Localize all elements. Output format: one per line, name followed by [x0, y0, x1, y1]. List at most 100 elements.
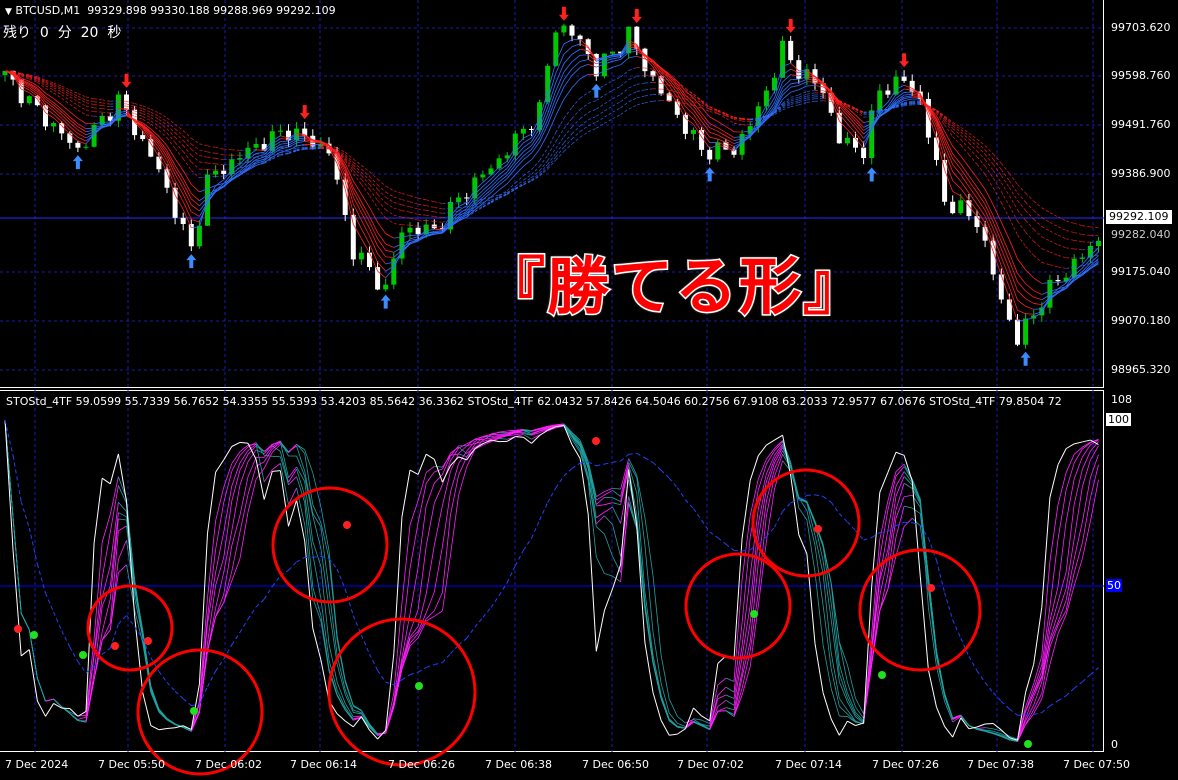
moving-average-segment [158, 112, 168, 119]
moving-average-segment [612, 101, 621, 107]
moving-average-segment [272, 135, 281, 142]
moving-average-segment [790, 62, 800, 72]
stochastic-main-segment [814, 643, 824, 693]
stochastic-ribbon-segment [668, 718, 678, 727]
moving-average-segment [806, 73, 816, 78]
moving-average-segment [296, 146, 305, 149]
moving-average-segment [652, 68, 662, 73]
stochastic-main-segment [620, 469, 630, 565]
stochastic-ribbon-segment [223, 463, 233, 488]
stochastic-ribbon-segment [417, 472, 427, 501]
moving-average-segment [774, 99, 783, 113]
moving-average-segment [490, 170, 500, 180]
bear-candle [885, 90, 891, 95]
moving-average-segment [879, 106, 889, 115]
stochastic-ribbon-segment [1090, 479, 1099, 522]
moving-average-segment [976, 186, 986, 200]
moving-average-segment [976, 146, 986, 155]
moving-average-segment [142, 113, 151, 119]
moving-average-segment [968, 205, 978, 217]
indicator-scale-max: 108 [1111, 393, 1132, 406]
bull-candle [423, 224, 429, 235]
bull-candle [780, 40, 786, 78]
stochastic-ribbon-segment [1081, 477, 1091, 523]
stochastic-ribbon-segment [190, 712, 200, 732]
stochastic-ribbon-segment [425, 545, 435, 594]
moving-average-segment [247, 161, 257, 169]
stochastic-ribbon-segment [474, 436, 484, 442]
moving-average-segment [555, 128, 565, 142]
moving-average-segment [1090, 254, 1099, 258]
bull-candle [739, 133, 745, 155]
triangle-down-icon[interactable]: ▼ [5, 7, 12, 17]
stochastic-main-segment [644, 642, 654, 693]
stochastic-ribbon-segment [733, 645, 743, 699]
stochastic-slow-segment [401, 674, 411, 681]
stochastic-ribbon-segment [320, 506, 330, 551]
moving-average-segment [482, 189, 492, 198]
stochastic-ribbon-segment [336, 663, 346, 695]
moving-average-segment [247, 164, 257, 169]
moving-average-segment [579, 103, 589, 110]
stochastic-ribbon-segment [223, 471, 233, 503]
moving-average-segment [482, 182, 492, 191]
stochastic-ribbon-segment [134, 609, 144, 644]
moving-average-segment [85, 114, 95, 117]
moving-average-segment [458, 212, 467, 215]
moving-average-segment [750, 121, 759, 126]
moving-average-segment [717, 110, 727, 116]
moving-average-segment [571, 109, 581, 119]
moving-average-segment [434, 231, 443, 233]
stochastic-slow-segment [628, 452, 637, 455]
stochastic-ribbon-segment [312, 598, 322, 622]
moving-average-segment [652, 82, 662, 84]
moving-average-segment [693, 95, 702, 102]
bull-candle [383, 284, 389, 290]
moving-average-segment [247, 153, 257, 156]
stochastic-slow-segment [182, 698, 192, 706]
stochastic-ribbon-segment [596, 491, 605, 498]
time-label: 7 Dec 07:38 [967, 758, 1034, 771]
stochastic-slow-segment [863, 537, 872, 541]
moving-average-segment [263, 143, 273, 153]
moving-average-segment [215, 157, 224, 161]
stochastic-ribbon-segment [766, 455, 775, 474]
moving-average-segment [1049, 251, 1059, 256]
moving-average-segment [263, 156, 273, 164]
moving-average-segment [798, 97, 808, 102]
moving-average-segment [571, 43, 581, 48]
stochastic-ribbon-segment [450, 463, 459, 492]
bear-candle [464, 197, 470, 199]
moving-average-segment [984, 145, 994, 155]
price-chart-panel[interactable] [0, 0, 1104, 388]
moving-average-segment [182, 201, 192, 220]
stochastic-ribbon-segment [636, 477, 646, 546]
moving-average-segment [142, 125, 152, 135]
stochastic-main-segment [927, 669, 937, 708]
moving-average-segment [231, 174, 241, 180]
bear-candle [699, 130, 705, 150]
moving-average-segment [717, 144, 727, 148]
moving-average-segment [304, 139, 313, 142]
stochastic-slow-segment [296, 557, 305, 563]
moving-average-segment [798, 76, 808, 80]
stochastic-slow-segment [798, 494, 808, 501]
moving-average-segment [960, 129, 970, 137]
stochastic-ribbon-segment [312, 513, 322, 528]
moving-average-segment [992, 235, 1002, 258]
moving-average-segment [563, 75, 573, 88]
moving-average-segment [426, 209, 435, 213]
moving-average-segment [247, 156, 257, 159]
stochastic-ribbon-segment [409, 637, 419, 647]
moving-average-segment [685, 91, 694, 97]
moving-average-segment [604, 98, 613, 105]
moving-average-segment [352, 191, 362, 207]
stochastic-ribbon-segment [604, 490, 613, 496]
moving-average-segment [4, 70, 14, 72]
stochastic-slow-segment [992, 692, 1002, 702]
stochastic-indicator-panel[interactable] [0, 390, 1104, 752]
stochastic-main-segment [660, 720, 670, 736]
stochastic-slow-segment [506, 565, 516, 583]
moving-average-segment [725, 115, 735, 119]
stochastic-ribbon-segment [604, 515, 613, 525]
